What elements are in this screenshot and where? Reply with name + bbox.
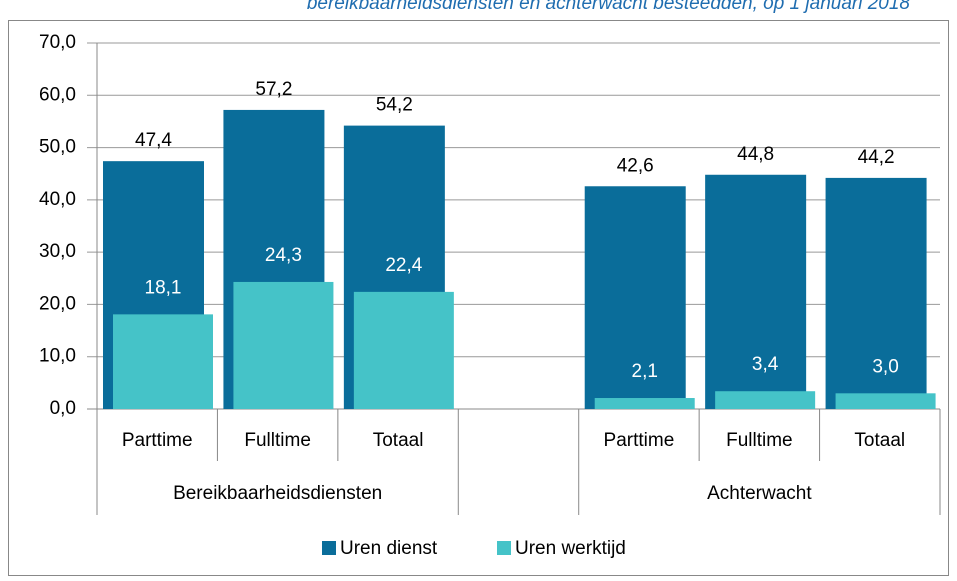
- x-tick-label: Parttime: [604, 430, 675, 451]
- bar: [705, 174, 807, 409]
- value-label: 18,1: [145, 277, 182, 298]
- bar: [715, 391, 816, 409]
- value-label: 57,2: [255, 79, 292, 100]
- value-label: 22,4: [385, 255, 422, 276]
- y-tick-label: 30,0: [39, 241, 76, 262]
- x-tick-label: Parttime: [122, 430, 193, 451]
- value-label: 54,2: [376, 95, 413, 116]
- bar: [353, 291, 454, 409]
- value-label: 44,2: [858, 147, 895, 168]
- value-label: 3,0: [872, 356, 898, 377]
- y-tick-label: 50,0: [39, 137, 76, 158]
- group-label: Achterwacht: [707, 483, 812, 504]
- chart-title: bereikbaarheidsdiensten en achterwacht b…: [307, 0, 911, 14]
- legend-swatch: [322, 541, 336, 555]
- x-tick-label: Fulltime: [244, 430, 311, 451]
- bar: [113, 314, 213, 409]
- value-label: 24,3: [265, 245, 302, 266]
- y-tick-label: 40,0: [39, 189, 76, 210]
- x-tick-label: Totaal: [373, 430, 424, 451]
- bar: [594, 398, 695, 409]
- legend-label: Uren werktijd: [515, 538, 626, 559]
- y-tick-label: 0,0: [50, 398, 76, 419]
- x-tick-label: Totaal: [854, 430, 905, 451]
- bar: [835, 393, 936, 409]
- group-label: Bereikbaarheidsdiensten: [173, 483, 382, 504]
- bar: [233, 281, 334, 409]
- value-label: 3,4: [752, 354, 779, 375]
- legend-label: Uren dienst: [340, 538, 438, 559]
- y-tick-label: 20,0: [39, 293, 76, 314]
- bar: [584, 186, 686, 409]
- value-label: 42,6: [617, 155, 654, 176]
- value-label: 47,4: [135, 130, 172, 151]
- y-tick-label: 60,0: [39, 84, 76, 105]
- x-tick-label: Fulltime: [726, 430, 793, 451]
- value-label: 2,1: [632, 361, 658, 382]
- y-tick-label: 10,0: [39, 346, 76, 367]
- y-tick-label: 70,0: [39, 32, 76, 53]
- bar: [825, 177, 927, 409]
- legend-swatch: [497, 541, 511, 555]
- value-label: 44,8: [737, 144, 774, 165]
